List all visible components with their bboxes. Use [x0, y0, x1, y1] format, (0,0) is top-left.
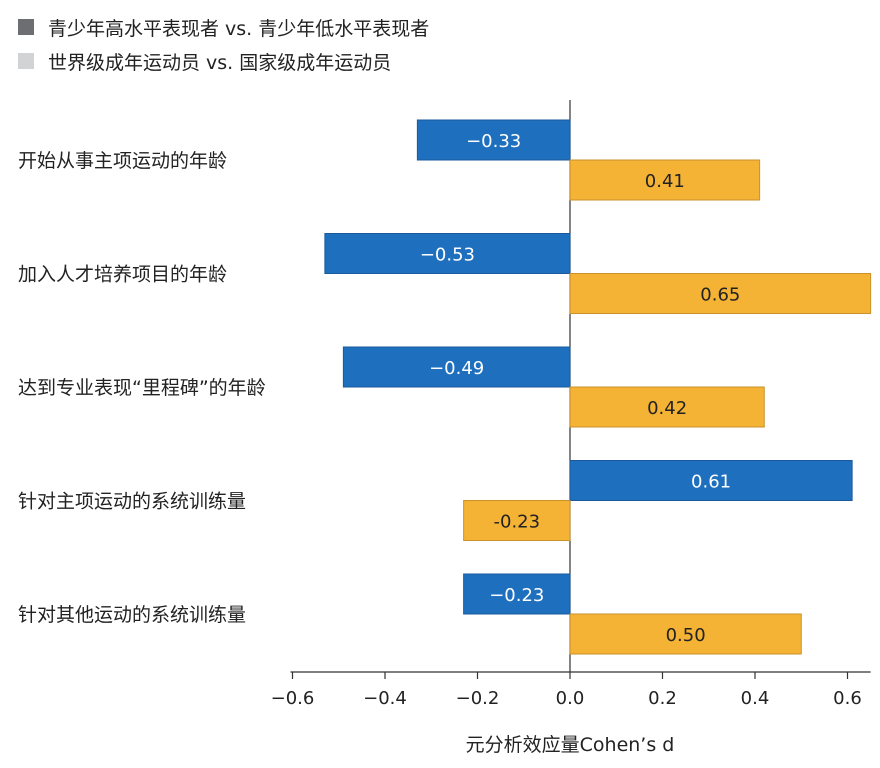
legend-swatch-youth	[18, 19, 34, 35]
x-tick-label-4: 0.2	[648, 688, 677, 709]
x-tick-label-6: 0.6	[833, 688, 862, 709]
data-label-youth-1: −0.53	[420, 245, 475, 266]
x-tick-label-0: −0.6	[271, 688, 315, 709]
category-label-0: 开始从事主项运动的年龄	[18, 150, 227, 172]
data-label-adult-2: 0.42	[647, 398, 687, 419]
bar-adult-2	[569, 386, 765, 428]
bar-adult-4	[569, 613, 802, 655]
category-label-1: 加入人才培养项目的年龄	[18, 264, 227, 286]
data-label-adult-1: 0.65	[700, 285, 740, 306]
legend-label-youth: 青少年高水平表现者 vs. 青少年低水平表现者	[48, 17, 430, 40]
category-label-2: 达到专业表现“里程碑”的年龄	[18, 377, 266, 399]
data-label-youth-4: −0.23	[489, 585, 544, 606]
category-label-4: 针对其他运动的系统训练量	[18, 604, 246, 626]
bar-youth-1	[324, 233, 571, 274]
bar-youth-0	[416, 119, 571, 161]
data-label-adult-4: 0.50	[666, 625, 706, 646]
bar-adult-0	[569, 159, 761, 201]
legend-item-youth: 青少年高水平表现者 vs. 青少年低水平表现者	[18, 10, 429, 44]
x-tick-label-1: −0.4	[363, 688, 407, 709]
legend-label-adult: 世界级成年运动员 vs. 国家级成年运动员	[48, 51, 392, 74]
x-tick-label-3: 0.0	[556, 688, 585, 709]
bar-youth-4	[463, 573, 571, 615]
bar-youth-3	[569, 460, 853, 501]
bar-adult-3	[463, 500, 571, 541]
bar-adult-1	[569, 273, 872, 314]
legend-swatch-adult	[18, 53, 34, 69]
data-label-adult-0: 0.41	[645, 171, 685, 192]
data-label-adult-3: -0.23	[494, 512, 541, 533]
bar-youth-2	[342, 346, 571, 388]
legend-item-adult: 世界级成年运动员 vs. 国家级成年运动员	[18, 44, 429, 78]
data-label-youth-0: −0.33	[466, 131, 521, 152]
legend: 青少年高水平表现者 vs. 青少年低水平表现者 世界级成年运动员 vs. 国家级…	[18, 10, 429, 78]
data-label-youth-2: −0.49	[429, 358, 484, 379]
category-label-3: 针对主项运动的系统训练量	[18, 491, 246, 513]
x-axis-label: 元分析效应量Cohen’s d	[465, 734, 675, 756]
x-tick-label-2: −0.2	[456, 688, 500, 709]
x-tick-label-5: 0.4	[741, 688, 770, 709]
data-label-youth-3: 0.61	[691, 472, 731, 493]
